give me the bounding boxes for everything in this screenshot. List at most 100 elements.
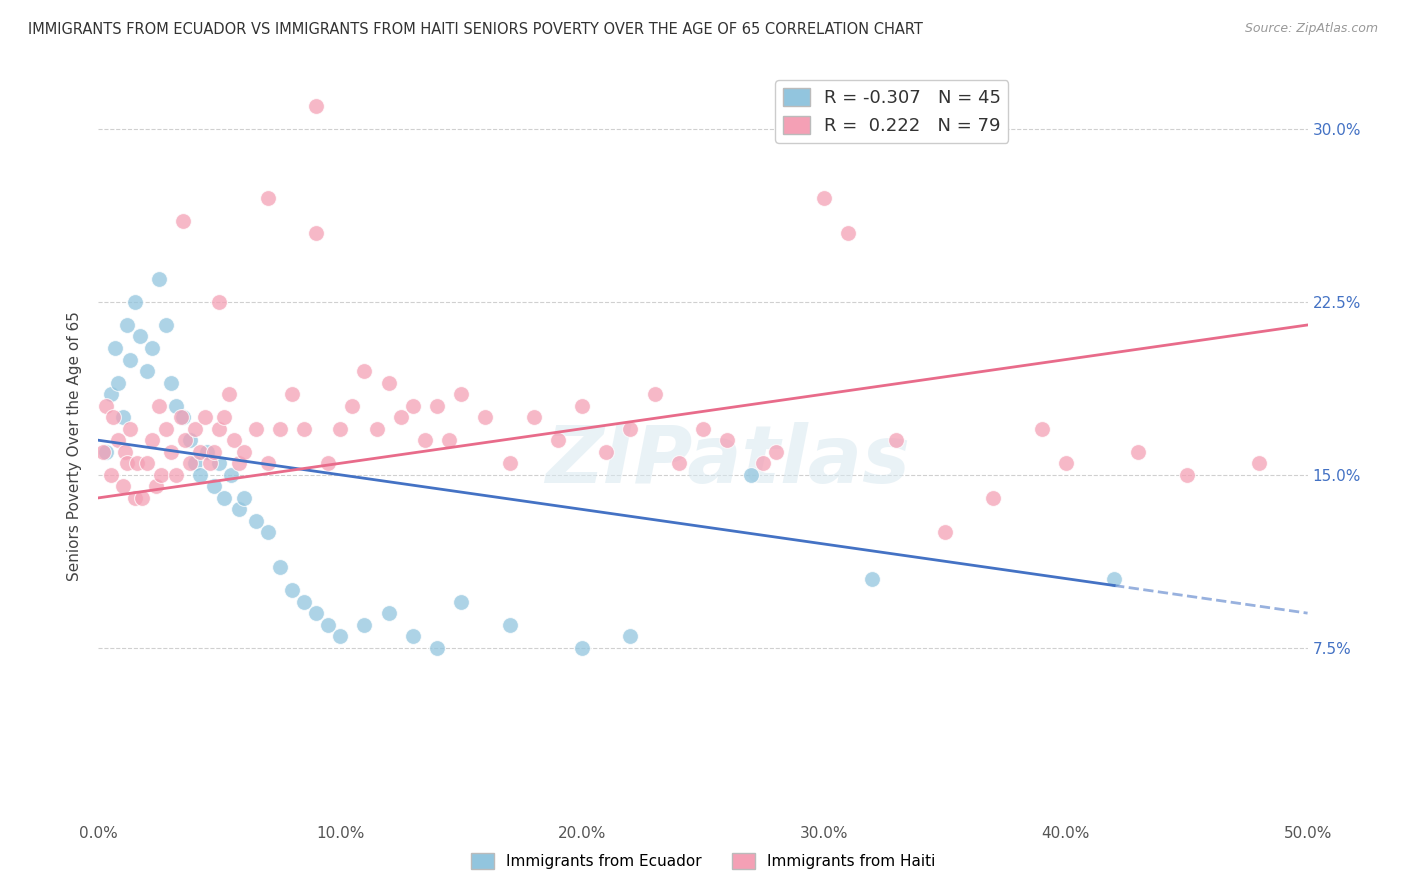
Point <box>179 456 201 470</box>
Point <box>281 387 304 401</box>
Point <box>316 456 339 470</box>
Point <box>111 479 134 493</box>
Point <box>155 318 177 332</box>
Point <box>716 434 738 448</box>
Point <box>195 444 218 458</box>
Point <box>188 444 211 458</box>
Point <box>184 456 207 470</box>
Point <box>232 444 254 458</box>
Point <box>740 467 762 482</box>
Point <box>208 422 231 436</box>
Point <box>218 387 240 401</box>
Point <box>413 434 436 448</box>
Point <box>107 434 129 448</box>
Point <box>145 479 167 493</box>
Point <box>94 399 117 413</box>
Point <box>426 399 449 413</box>
Point <box>353 364 375 378</box>
Point <box>426 640 449 655</box>
Point <box>141 341 163 355</box>
Point <box>91 444 114 458</box>
Point <box>94 444 117 458</box>
Point <box>813 191 835 205</box>
Point <box>124 491 146 505</box>
Point <box>118 352 141 367</box>
Point <box>221 467 243 482</box>
Point <box>450 594 472 608</box>
Point <box>148 272 170 286</box>
Point <box>765 444 787 458</box>
Point <box>1249 456 1271 470</box>
Point <box>1175 467 1198 482</box>
Point <box>668 456 690 470</box>
Point <box>305 99 328 113</box>
Point <box>188 467 211 482</box>
Point <box>281 583 304 598</box>
Point <box>498 456 520 470</box>
Point <box>128 329 150 343</box>
Point <box>1128 444 1150 458</box>
Point <box>194 410 217 425</box>
Point <box>981 491 1004 505</box>
Point <box>256 191 278 205</box>
Point <box>104 341 127 355</box>
Point <box>934 525 956 540</box>
Point <box>752 456 775 470</box>
Point <box>179 434 201 448</box>
Point <box>269 422 291 436</box>
Point <box>353 617 375 632</box>
Point <box>571 399 593 413</box>
Point <box>100 387 122 401</box>
Point <box>184 422 207 436</box>
Point <box>135 364 157 378</box>
Point <box>101 410 124 425</box>
Point <box>316 617 339 632</box>
Point <box>571 640 593 655</box>
Point <box>204 479 226 493</box>
Point <box>117 456 139 470</box>
Point <box>165 399 187 413</box>
Point <box>256 456 278 470</box>
Point <box>172 410 194 425</box>
Point <box>148 399 170 413</box>
Point <box>212 491 235 505</box>
Point <box>124 294 146 309</box>
Point <box>644 387 666 401</box>
Point <box>547 434 569 448</box>
Point <box>269 560 291 574</box>
Point <box>118 422 141 436</box>
Point <box>160 444 183 458</box>
Point <box>292 422 315 436</box>
Legend: Immigrants from Ecuador, Immigrants from Haiti: Immigrants from Ecuador, Immigrants from… <box>464 847 942 875</box>
Point <box>837 226 859 240</box>
Point <box>165 467 187 482</box>
Point <box>523 410 546 425</box>
Point <box>174 434 197 448</box>
Point <box>329 422 352 436</box>
Point <box>232 491 254 505</box>
Point <box>117 318 139 332</box>
Point <box>619 629 641 643</box>
Point <box>107 376 129 390</box>
Point <box>402 399 425 413</box>
Point <box>155 422 177 436</box>
Point <box>800 99 823 113</box>
Point <box>100 467 122 482</box>
Point <box>141 434 163 448</box>
Legend: R = -0.307   N = 45, R =  0.222   N = 79: R = -0.307 N = 45, R = 0.222 N = 79 <box>775 80 1008 143</box>
Point <box>256 525 278 540</box>
Point <box>204 444 226 458</box>
Point <box>208 294 231 309</box>
Text: IMMIGRANTS FROM ECUADOR VS IMMIGRANTS FROM HAITI SENIORS POVERTY OVER THE AGE OF: IMMIGRANTS FROM ECUADOR VS IMMIGRANTS FR… <box>28 22 922 37</box>
Point <box>389 410 412 425</box>
Point <box>228 456 250 470</box>
Point <box>498 617 520 632</box>
Point <box>111 410 134 425</box>
Point <box>160 376 183 390</box>
Point <box>1054 456 1077 470</box>
Point <box>860 572 883 586</box>
Point <box>305 226 328 240</box>
Point <box>305 606 328 620</box>
Point <box>377 376 399 390</box>
Point <box>292 594 315 608</box>
